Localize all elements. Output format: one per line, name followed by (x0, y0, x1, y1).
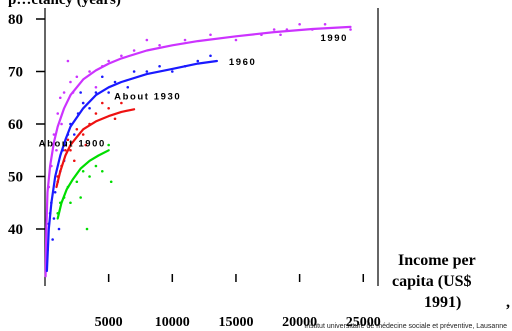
data-point (85, 227, 89, 231)
series-curve (44, 25, 352, 278)
x-axis-label-line-1: Income per (398, 252, 476, 269)
data-point (75, 180, 79, 184)
data-point (69, 201, 72, 205)
data-point (132, 70, 136, 73)
series-label: About 1900 (39, 138, 106, 149)
y-tick-label: 60 (8, 117, 23, 133)
data-point (234, 38, 238, 42)
data-point (79, 91, 82, 94)
x-axis-label-line-3: 1991) (424, 294, 461, 311)
data-point (72, 133, 76, 136)
data-point (196, 59, 200, 63)
data-point (209, 54, 212, 58)
data-point (88, 70, 91, 73)
series-label: 1960 (229, 57, 257, 68)
data-point (100, 75, 104, 79)
axes (44, 8, 379, 286)
data-point (51, 238, 54, 241)
x-tick-labels: 5000 10000 15000 20000 25000 (95, 274, 381, 330)
data-point (107, 143, 110, 147)
data-point (58, 96, 62, 100)
data-point (84, 143, 88, 147)
data-point (109, 180, 113, 184)
series-labels: 1990 1960 About 1930 About 1900 (39, 33, 349, 149)
data-point (57, 227, 61, 231)
data-point (69, 80, 72, 84)
data-point (81, 133, 85, 136)
series-curve (55, 108, 136, 189)
data-point (94, 112, 98, 115)
data-point (81, 101, 85, 105)
data-point (107, 59, 110, 63)
data-point (100, 169, 104, 173)
credit-text: Institut universitaire de médecine socia… (304, 323, 507, 330)
y-tick-label: 40 (8, 222, 23, 238)
data-point (64, 148, 67, 152)
data-point (56, 112, 60, 115)
data-point (52, 217, 56, 220)
data-point (323, 22, 327, 26)
data-point (113, 80, 117, 84)
data-point (88, 175, 91, 178)
data-point (69, 148, 72, 152)
x-axis-label-line-2: capita (US$ (392, 273, 472, 290)
series-label: 1990 (321, 33, 349, 44)
x-tick-label: 10000 (155, 315, 190, 330)
data-point (62, 91, 66, 94)
data-point (60, 122, 63, 126)
data-point (272, 28, 276, 31)
x-tick-label: 15000 (218, 315, 253, 330)
series-label: About 1930 (114, 91, 181, 102)
x-tick-label: 25000 (346, 315, 381, 330)
y-tick-label: 50 (8, 170, 23, 186)
series-curve (56, 149, 110, 220)
data-point (75, 75, 79, 79)
data-points (46, 22, 352, 252)
data-point (132, 49, 136, 52)
x-label-trailing-glyph: , (506, 294, 510, 311)
series-curves (44, 25, 352, 278)
data-point (75, 127, 79, 131)
data-point (79, 196, 82, 199)
data-point (145, 38, 149, 42)
data-point (298, 22, 301, 26)
data-point (145, 70, 149, 73)
data-point (107, 106, 110, 110)
data-point (279, 33, 282, 37)
data-point (72, 159, 76, 163)
data-point (100, 101, 104, 105)
data-point (55, 148, 58, 152)
data-point (88, 106, 91, 110)
data-point (183, 38, 187, 42)
data-point (94, 85, 98, 89)
y-tick-label: 70 (8, 65, 23, 81)
chart-title: p…ctancy (years) (8, 0, 121, 8)
data-point (53, 190, 57, 194)
data-point (158, 43, 161, 47)
x-tick-label: 20000 (282, 315, 317, 330)
y-tick-labels: 40 50 60 70 80 (8, 12, 45, 238)
data-point (66, 59, 70, 63)
series-curve (45, 59, 218, 273)
data-point (349, 28, 352, 31)
data-point (126, 85, 130, 89)
y-tick-label: 80 (8, 12, 23, 28)
x-tick-label: 5000 (95, 315, 123, 330)
data-point (94, 164, 98, 168)
data-point (81, 169, 85, 173)
data-point (120, 54, 123, 58)
data-point (66, 138, 70, 142)
data-point (107, 91, 110, 94)
data-point (113, 117, 117, 121)
data-point (171, 70, 174, 73)
data-point (209, 33, 212, 37)
data-point (158, 64, 161, 68)
data-point (94, 91, 98, 94)
data-point (120, 101, 123, 105)
